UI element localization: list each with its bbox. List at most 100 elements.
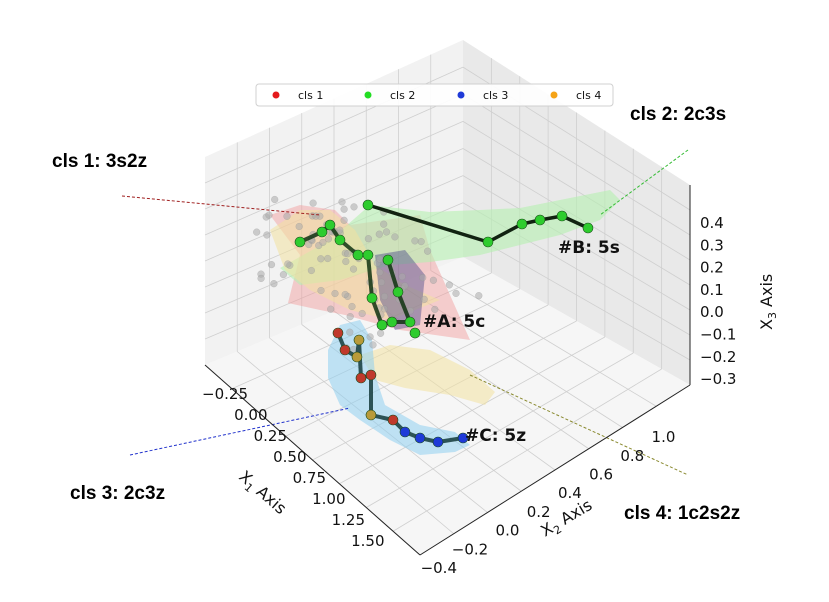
background-point: [349, 265, 358, 273]
background-point: [284, 260, 292, 268]
background-point: [267, 260, 276, 269]
x1-tick-label: 0.00: [234, 406, 267, 424]
grid-line: [462, 93, 691, 236]
x1-tick-label: 0.50: [273, 448, 306, 466]
background-point: [420, 295, 428, 303]
background-point: [324, 235, 333, 243]
legend-box: [255, 83, 614, 107]
background-point: [375, 230, 383, 238]
x3-tick-label: −0.1: [700, 326, 736, 344]
x3-tick-label: 0.3: [700, 236, 724, 254]
trajectory-point: [365, 369, 377, 381]
grid-line: [462, 229, 691, 361]
class-label-cls-1: cls 1: 3s2z: [52, 151, 147, 172]
grid-line: [366, 352, 634, 508]
legend-label-cls-3: cls 3: [483, 89, 508, 102]
background-point: [263, 231, 271, 239]
leader-cls-2: [599, 149, 689, 216]
background-point: [346, 328, 354, 336]
background-point: [380, 292, 389, 301]
trajectory-point: [352, 249, 364, 261]
background-point: [279, 270, 288, 279]
x1-tick-label: 0.25: [254, 427, 287, 445]
x3-axis-title: X3 Axis: [757, 274, 779, 330]
trajectory-point: [332, 327, 344, 339]
trajectory-point: [324, 219, 336, 231]
background-point: [338, 198, 346, 206]
x2-tick-label: 0.4: [558, 484, 582, 502]
trajectory-point: [409, 327, 421, 339]
background-point: [376, 255, 384, 263]
background-point: [346, 312, 354, 321]
background-point: [270, 280, 278, 288]
x1-tick-label: −0.25: [202, 385, 248, 403]
x1-tick-label: 1.25: [332, 511, 365, 529]
class-label-cls-3: cls 3: 2c3z: [70, 483, 165, 504]
x2-tick-label: −0.4: [421, 559, 457, 577]
background-point: [423, 247, 432, 255]
x2-tick-label: 0.0: [496, 522, 520, 540]
x1-axis-line: [204, 364, 421, 556]
trajectory-point: [334, 234, 346, 246]
trajectory-point: [414, 432, 426, 444]
legend: cls 1 cls 2 cls 3 cls 4: [255, 83, 614, 107]
background-point: [401, 282, 409, 290]
background-point: [295, 222, 303, 231]
trajectory-point: [294, 236, 306, 248]
background-point: [309, 199, 317, 207]
x2-tick-label: 0.2: [527, 503, 551, 521]
callout-A: #A: 5c: [423, 312, 485, 332]
background-point: [271, 195, 279, 204]
trajectory-point: [432, 436, 444, 448]
background-point: [331, 289, 339, 298]
background-point: [253, 228, 261, 236]
callout-B: #B: 5s: [558, 238, 620, 258]
background-point: [380, 305, 389, 313]
callout-C: #C: 5z: [465, 426, 526, 446]
background-point: [336, 226, 344, 234]
highlighted-points: [294, 199, 594, 448]
background-point: [283, 212, 291, 220]
grid-line: [462, 175, 691, 311]
region-cls-4-lower: [360, 345, 495, 405]
trajectory-point: [355, 372, 367, 384]
background-point: [475, 292, 483, 300]
legend-label-cls-4: cls 4: [576, 89, 601, 102]
grid-line: [430, 270, 657, 407]
floor-pane: [205, 257, 690, 555]
trajectory-point: [382, 254, 394, 266]
x2-tick-label: 1.0: [652, 428, 676, 446]
x3-tick-label: 0.4: [700, 214, 724, 232]
background-point: [391, 233, 399, 241]
background-point: [340, 216, 348, 224]
trajectory-point: [386, 316, 398, 328]
background-point: [319, 238, 327, 247]
background-point: [376, 329, 385, 337]
legend-marker-cls-4: [550, 91, 558, 99]
x1-tick-labels: −0.25 0.00 0.25 0.50 0.75 1.00 1.25 1.50: [202, 385, 384, 550]
region-cls-3: [328, 320, 470, 455]
background-point: [327, 305, 335, 313]
grid-line: [204, 148, 464, 262]
x3-tick-labels: 0.4 0.3 0.2 0.1 0.0 −0.1 −0.2 −0.3: [700, 214, 736, 388]
background-point: [376, 268, 384, 277]
trajectory-point: [392, 286, 404, 298]
x3-tick-label: −0.2: [700, 348, 736, 366]
trajectory-point: [339, 344, 351, 356]
trajectory-point: [351, 351, 363, 363]
legend-marker-cls-2: [364, 91, 372, 99]
background-point: [382, 228, 391, 236]
x1-axis-title: X1 Axis: [233, 467, 290, 521]
background-point: [364, 235, 373, 243]
background-point: [317, 286, 325, 295]
trajectory-point: [516, 218, 528, 230]
grid-line: [204, 93, 464, 210]
background-point: [417, 237, 425, 246]
background-point: [419, 273, 427, 282]
trajectory-point: [316, 226, 328, 238]
x3-tick-label: 0.2: [700, 259, 724, 277]
x2-axis-line: [419, 384, 691, 556]
x1-tick-label: 1.50: [351, 532, 384, 550]
grid-line: [462, 121, 691, 261]
